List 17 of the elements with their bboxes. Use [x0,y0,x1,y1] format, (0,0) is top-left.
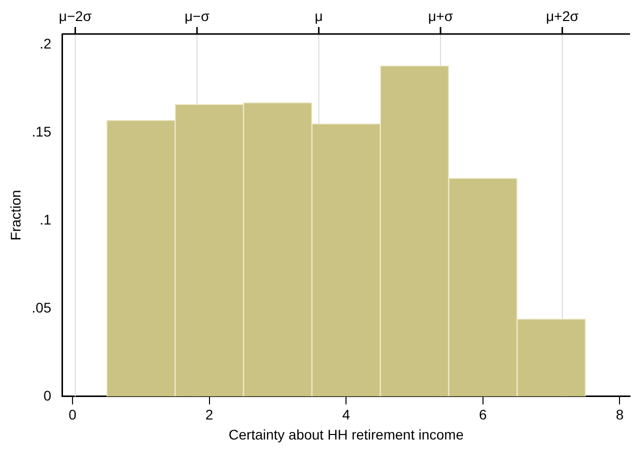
y-tick-label: .2 [40,35,52,52]
y-tick-label: .1 [40,211,52,228]
y-tick-label: 0 [43,387,52,404]
x-axis-title: Certainty about HH retirement income [228,426,464,442]
ref-line-label: μ+σ [428,8,454,24]
x-tick-label: 2 [205,406,214,423]
ref-line-label: μ−2σ [58,8,92,24]
x-tick-label: 4 [342,406,350,423]
x-tick-label: 6 [479,406,488,423]
ref-line-label: μ−σ [184,8,210,24]
ref-line-label: μ [314,8,323,24]
y-axis-title: Fraction [7,190,24,240]
x-tick-label: 8 [616,406,624,423]
y-tick-label: .15 [32,123,52,140]
x-tick-label: 0 [68,406,77,423]
y-tick-label: .05 [32,299,52,316]
ref-line-label: μ+2σ [546,8,579,24]
